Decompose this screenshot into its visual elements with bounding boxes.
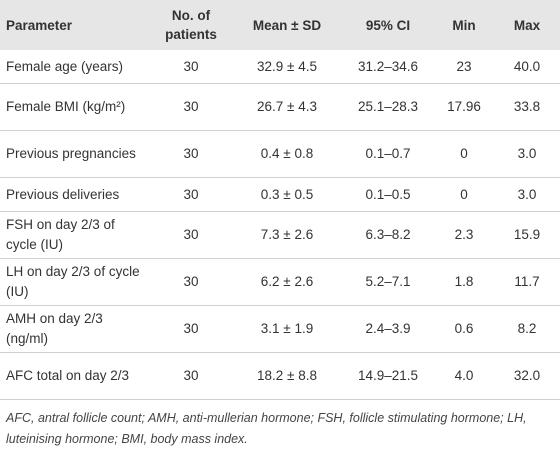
cell: 30 xyxy=(150,83,232,131)
cell: 33.8 xyxy=(494,83,560,131)
cell: 0 xyxy=(434,130,494,178)
cell: 0.6 xyxy=(434,305,494,353)
table-row: AMH on day 2/3 (ng/ml) 30 3.1 ± 1.9 2.4–3.9… xyxy=(0,305,560,353)
cell: 17.96 xyxy=(434,83,494,131)
row-label: Previous deliveries xyxy=(0,177,150,212)
cell: 2.3 xyxy=(434,211,494,259)
cell: 3.1 ± 1.9 xyxy=(232,305,342,353)
row-label: LH on day 2/3 of cycle (IU) xyxy=(0,258,150,306)
cell: 6.2 ± 2.6 xyxy=(232,258,342,306)
cell: 30 xyxy=(150,258,232,306)
header-cell: No. of patients xyxy=(150,0,232,50)
cell: 15.9 xyxy=(494,211,560,259)
row-label: Female age (years) xyxy=(0,50,150,84)
row-label: AFC total on day 2/3 xyxy=(0,352,150,400)
table-row: Previous deliveries 30 0.3 ± 0.5 0.1–0.5 0 3.… xyxy=(0,177,560,212)
row-label: Female BMI (kg/m²) xyxy=(0,83,150,131)
cell: 4.0 xyxy=(434,352,494,400)
cell: 25.1–28.3 xyxy=(342,83,434,131)
cell: 30 xyxy=(150,177,232,212)
header-cell: Parameter xyxy=(0,0,150,50)
cell: 0.3 ± 0.5 xyxy=(232,177,342,212)
cell: 31.2–34.6 xyxy=(342,50,434,84)
table-row: Female BMI (kg/m²) 30 26.7 ± 4.3 25.1–28.3 1… xyxy=(0,83,560,131)
table-row: AFC total on day 2/3 30 18.2 ± 8.8 14.9–21.… xyxy=(0,352,560,400)
table-row: LH on day 2/3 of cycle (IU) 30 6.2 ± 2.6 5.… xyxy=(0,258,560,306)
header-cell: Mean ± SD xyxy=(232,0,342,50)
row-label: FSH on day 2/3 of cycle (IU) xyxy=(0,211,150,259)
cell: 30 xyxy=(150,130,232,178)
cell: 40.0 xyxy=(494,50,560,84)
cell: 32.9 ± 4.5 xyxy=(232,50,342,84)
cell: 8.2 xyxy=(494,305,560,353)
cell: 7.3 ± 2.6 xyxy=(232,211,342,259)
cell: 23 xyxy=(434,50,494,84)
cell: 5.2–7.1 xyxy=(342,258,434,306)
footnote: AFC, antral follicle count; AMH, anti-mu… xyxy=(6,411,527,446)
header-row: Parameter No. of patients Mean ± SD 95% CI M… xyxy=(0,0,560,50)
cell: 0.1–0.5 xyxy=(342,177,434,212)
header-cell: Min xyxy=(434,0,494,50)
cell: 32.0 xyxy=(494,352,560,400)
cell: 30 xyxy=(150,50,232,84)
cell: 14.9–21.5 xyxy=(342,352,434,400)
cell: 0.4 ± 0.8 xyxy=(232,130,342,178)
data-table: Parameter No. of patients Mean ± SD 95% CI M… xyxy=(0,0,560,400)
cell: 0.1–0.7 xyxy=(342,130,434,178)
cell: 30 xyxy=(150,352,232,400)
table-row: FSH on day 2/3 of cycle (IU) 30 7.3 ± 2.6 6… xyxy=(0,211,560,259)
cell: 6.3–8.2 xyxy=(342,211,434,259)
cell: 30 xyxy=(150,211,232,259)
header-cell: Max xyxy=(494,0,560,50)
cell: 3.0 xyxy=(494,177,560,212)
row-label: AMH on day 2/3 (ng/ml) xyxy=(0,305,150,353)
cell: 2.4–3.9 xyxy=(342,305,434,353)
cell: 11.7 xyxy=(494,258,560,306)
cell: 26.7 ± 4.3 xyxy=(232,83,342,131)
cell: 0 xyxy=(434,177,494,212)
cell: 3.0 xyxy=(494,130,560,178)
header-cell: 95% CI xyxy=(342,0,434,50)
table-row: Previous pregnancies 30 0.4 ± 0.8 0.1–0.7 0 3… xyxy=(0,130,560,178)
cell: 30 xyxy=(150,305,232,353)
table-row: Female age (years) 30 32.9 ± 4.5 31.2–34.6 2… xyxy=(0,50,560,84)
row-label: Previous pregnancies xyxy=(0,130,150,178)
cell: 18.2 ± 8.8 xyxy=(232,352,342,400)
cell: 1.8 xyxy=(434,258,494,306)
table-body: Female age (years) 30 32.9 ± 4.5 31.2–34.6 2… xyxy=(0,50,560,400)
